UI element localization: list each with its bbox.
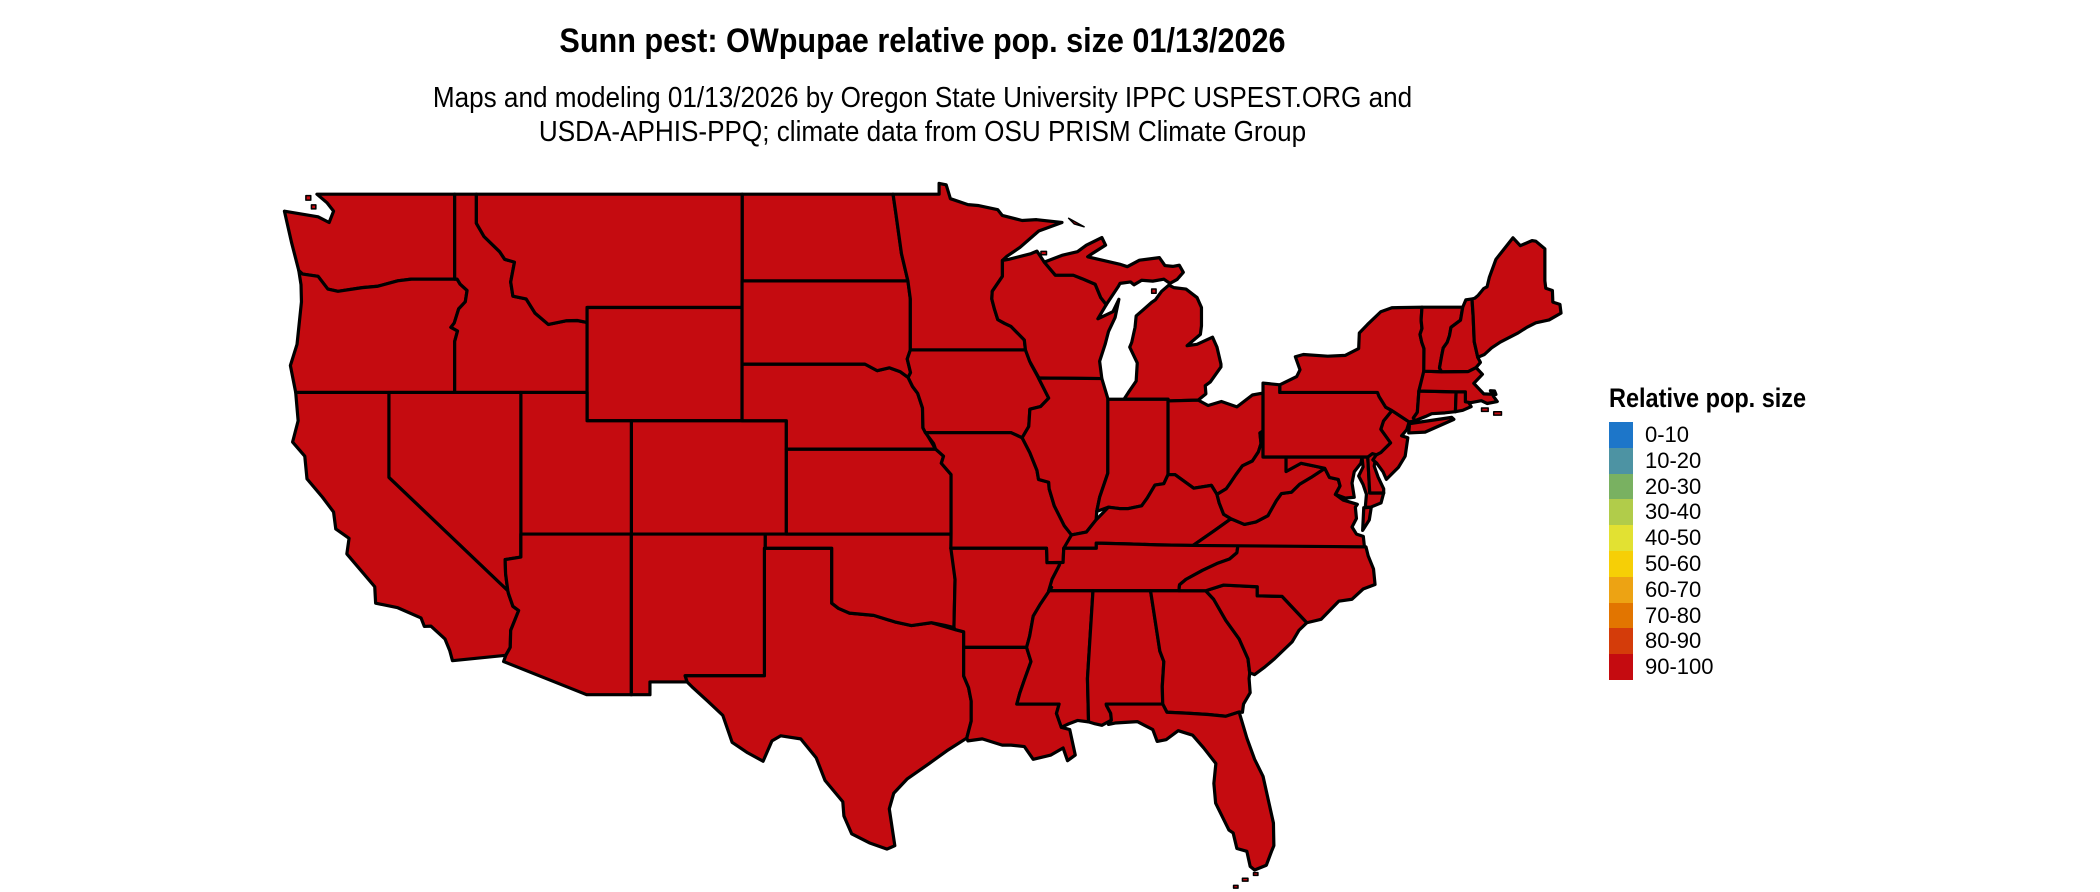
legend-label: 0-10 — [1645, 422, 1690, 447]
legend-swatch — [1609, 525, 1633, 551]
subtitle-line-2: USDA-APHIS-PPQ; climate data from OSU PR… — [538, 116, 1307, 148]
state-new-mexico — [631, 534, 765, 695]
legend-swatch — [1609, 602, 1633, 629]
legend-swatch — [1609, 654, 1633, 680]
legend-label: 50-60 — [1645, 550, 1702, 576]
legend-row: 0-10 — [1609, 422, 1836, 448]
legend: Relative pop. size 0-10 10-20 20-30 30-40 40… — [1609, 383, 1836, 680]
state-maine — [1472, 238, 1561, 358]
state-oregon — [290, 271, 467, 393]
state-wyoming — [587, 307, 742, 420]
legend-label: 30-40 — [1645, 499, 1702, 525]
legend-swatch — [1609, 447, 1633, 474]
subtitle-line-1: Maps and modeling 01/13/2026 by Oregon S… — [432, 82, 1413, 114]
legend-swatch — [1609, 422, 1633, 448]
legend-label: 10-20 — [1645, 447, 1702, 473]
state-michigan-upper — [1044, 238, 1183, 305]
state-kansas — [786, 449, 951, 534]
state-arizona — [504, 534, 632, 695]
state-south-dakota — [742, 281, 910, 378]
island-apostle — [1041, 251, 1047, 254]
page-title: Sunn pest: OWpupae relative pop. size 01… — [559, 22, 1286, 60]
legend-label: 40-50 — [1645, 525, 1702, 551]
legend-row: 60-70 — [1609, 576, 1836, 603]
island-beaver — [1152, 289, 1156, 293]
legend-swatch — [1609, 473, 1633, 500]
legend-row: 20-30 — [1609, 473, 1836, 500]
state-florida — [1106, 704, 1274, 870]
island-isle-royale — [1069, 218, 1084, 226]
legend-swatch — [1609, 628, 1633, 655]
state-pennsylvania — [1263, 383, 1392, 457]
legend-row: 80-90 — [1609, 628, 1836, 655]
state-colorado — [631, 421, 786, 534]
legend-swatch — [1609, 499, 1633, 526]
state-michigan-lower — [1124, 285, 1221, 401]
legend-label: 70-80 — [1645, 602, 1702, 628]
legend-label: 80-90 — [1645, 628, 1702, 654]
legend-row: 70-80 — [1609, 602, 1836, 629]
legend-label: 20-30 — [1645, 473, 1702, 499]
legend-row: 50-60 — [1609, 550, 1836, 577]
legend-row: 90-100 — [1609, 654, 1836, 680]
legend-swatch — [1609, 550, 1633, 577]
state-north-carolina — [1179, 545, 1375, 623]
legend-row: 10-20 — [1609, 447, 1836, 474]
island-marthas-vineyard — [1482, 408, 1489, 411]
island-florida-keys — [1234, 873, 1258, 889]
state-north-dakota — [742, 194, 908, 281]
legend-swatch — [1609, 576, 1633, 603]
legend-title: Relative pop. size — [1609, 383, 1807, 413]
legend-row: 30-40 — [1609, 499, 1836, 526]
legend-label: 90-100 — [1645, 654, 1714, 680]
legend-items: 0-10 10-20 20-30 30-40 40-50 50-60 60-70 70-80 8… — [1609, 422, 1836, 680]
subtitle: Maps and modeling 01/13/2026 by Oregon S… — [341, 81, 1505, 149]
us-choropleth-map — [276, 180, 1569, 891]
legend-label: 60-70 — [1645, 576, 1702, 602]
island-nantucket — [1494, 412, 1502, 415]
island-san-juan — [306, 196, 316, 209]
legend-row: 40-50 — [1609, 525, 1836, 551]
